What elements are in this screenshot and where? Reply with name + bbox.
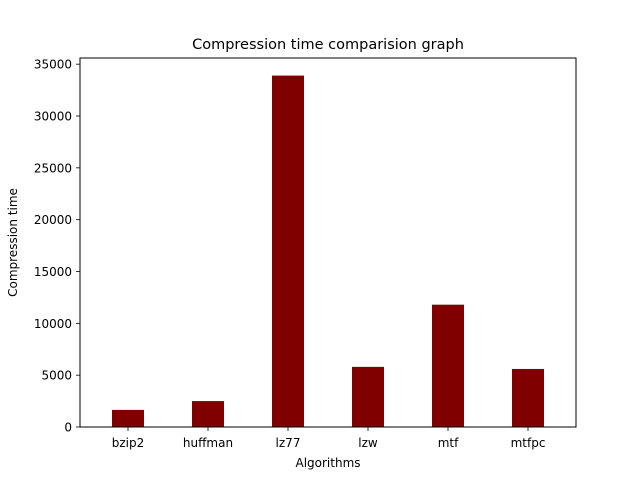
y-tick-label: 25000 bbox=[34, 161, 72, 175]
bar-huffman bbox=[192, 401, 224, 427]
x-tick-label: lzw bbox=[358, 436, 378, 450]
y-tick-label: 35000 bbox=[34, 58, 72, 72]
x-axis-label: Algorithms bbox=[295, 456, 360, 470]
y-tick-label: 15000 bbox=[34, 265, 72, 279]
y-tick-label: 0 bbox=[64, 421, 72, 435]
y-tick-label: 30000 bbox=[34, 110, 72, 124]
x-tick-label: mtfpc bbox=[511, 436, 546, 450]
plot-frame bbox=[79, 57, 577, 428]
chart-title: Compression time comparision graph bbox=[192, 37, 464, 53]
bars-layer bbox=[112, 75, 544, 428]
bar-bzip2 bbox=[112, 409, 144, 427]
y-axis-ticks: 0 5000 10000 15000 20000 25000 30000 35000 bbox=[34, 58, 80, 435]
y-axis-label: Compression time bbox=[6, 188, 20, 297]
x-tick-label: bzip2 bbox=[112, 436, 145, 450]
bar-lz77 bbox=[272, 75, 304, 428]
x-tick-label: huffman bbox=[183, 436, 233, 450]
bar-mtf bbox=[432, 304, 464, 427]
x-axis-ticks: bzip2 huffman lz77 lzw mtf mtfpc bbox=[112, 427, 546, 450]
y-tick-label: 20000 bbox=[34, 213, 72, 227]
x-tick-label: lz77 bbox=[276, 436, 301, 450]
y-tick-label: 5000 bbox=[41, 369, 72, 383]
bar-mtfpc bbox=[512, 368, 544, 427]
y-tick-label: 10000 bbox=[34, 317, 72, 331]
bar-lzw bbox=[352, 366, 384, 427]
x-tick-label: mtf bbox=[438, 436, 459, 450]
